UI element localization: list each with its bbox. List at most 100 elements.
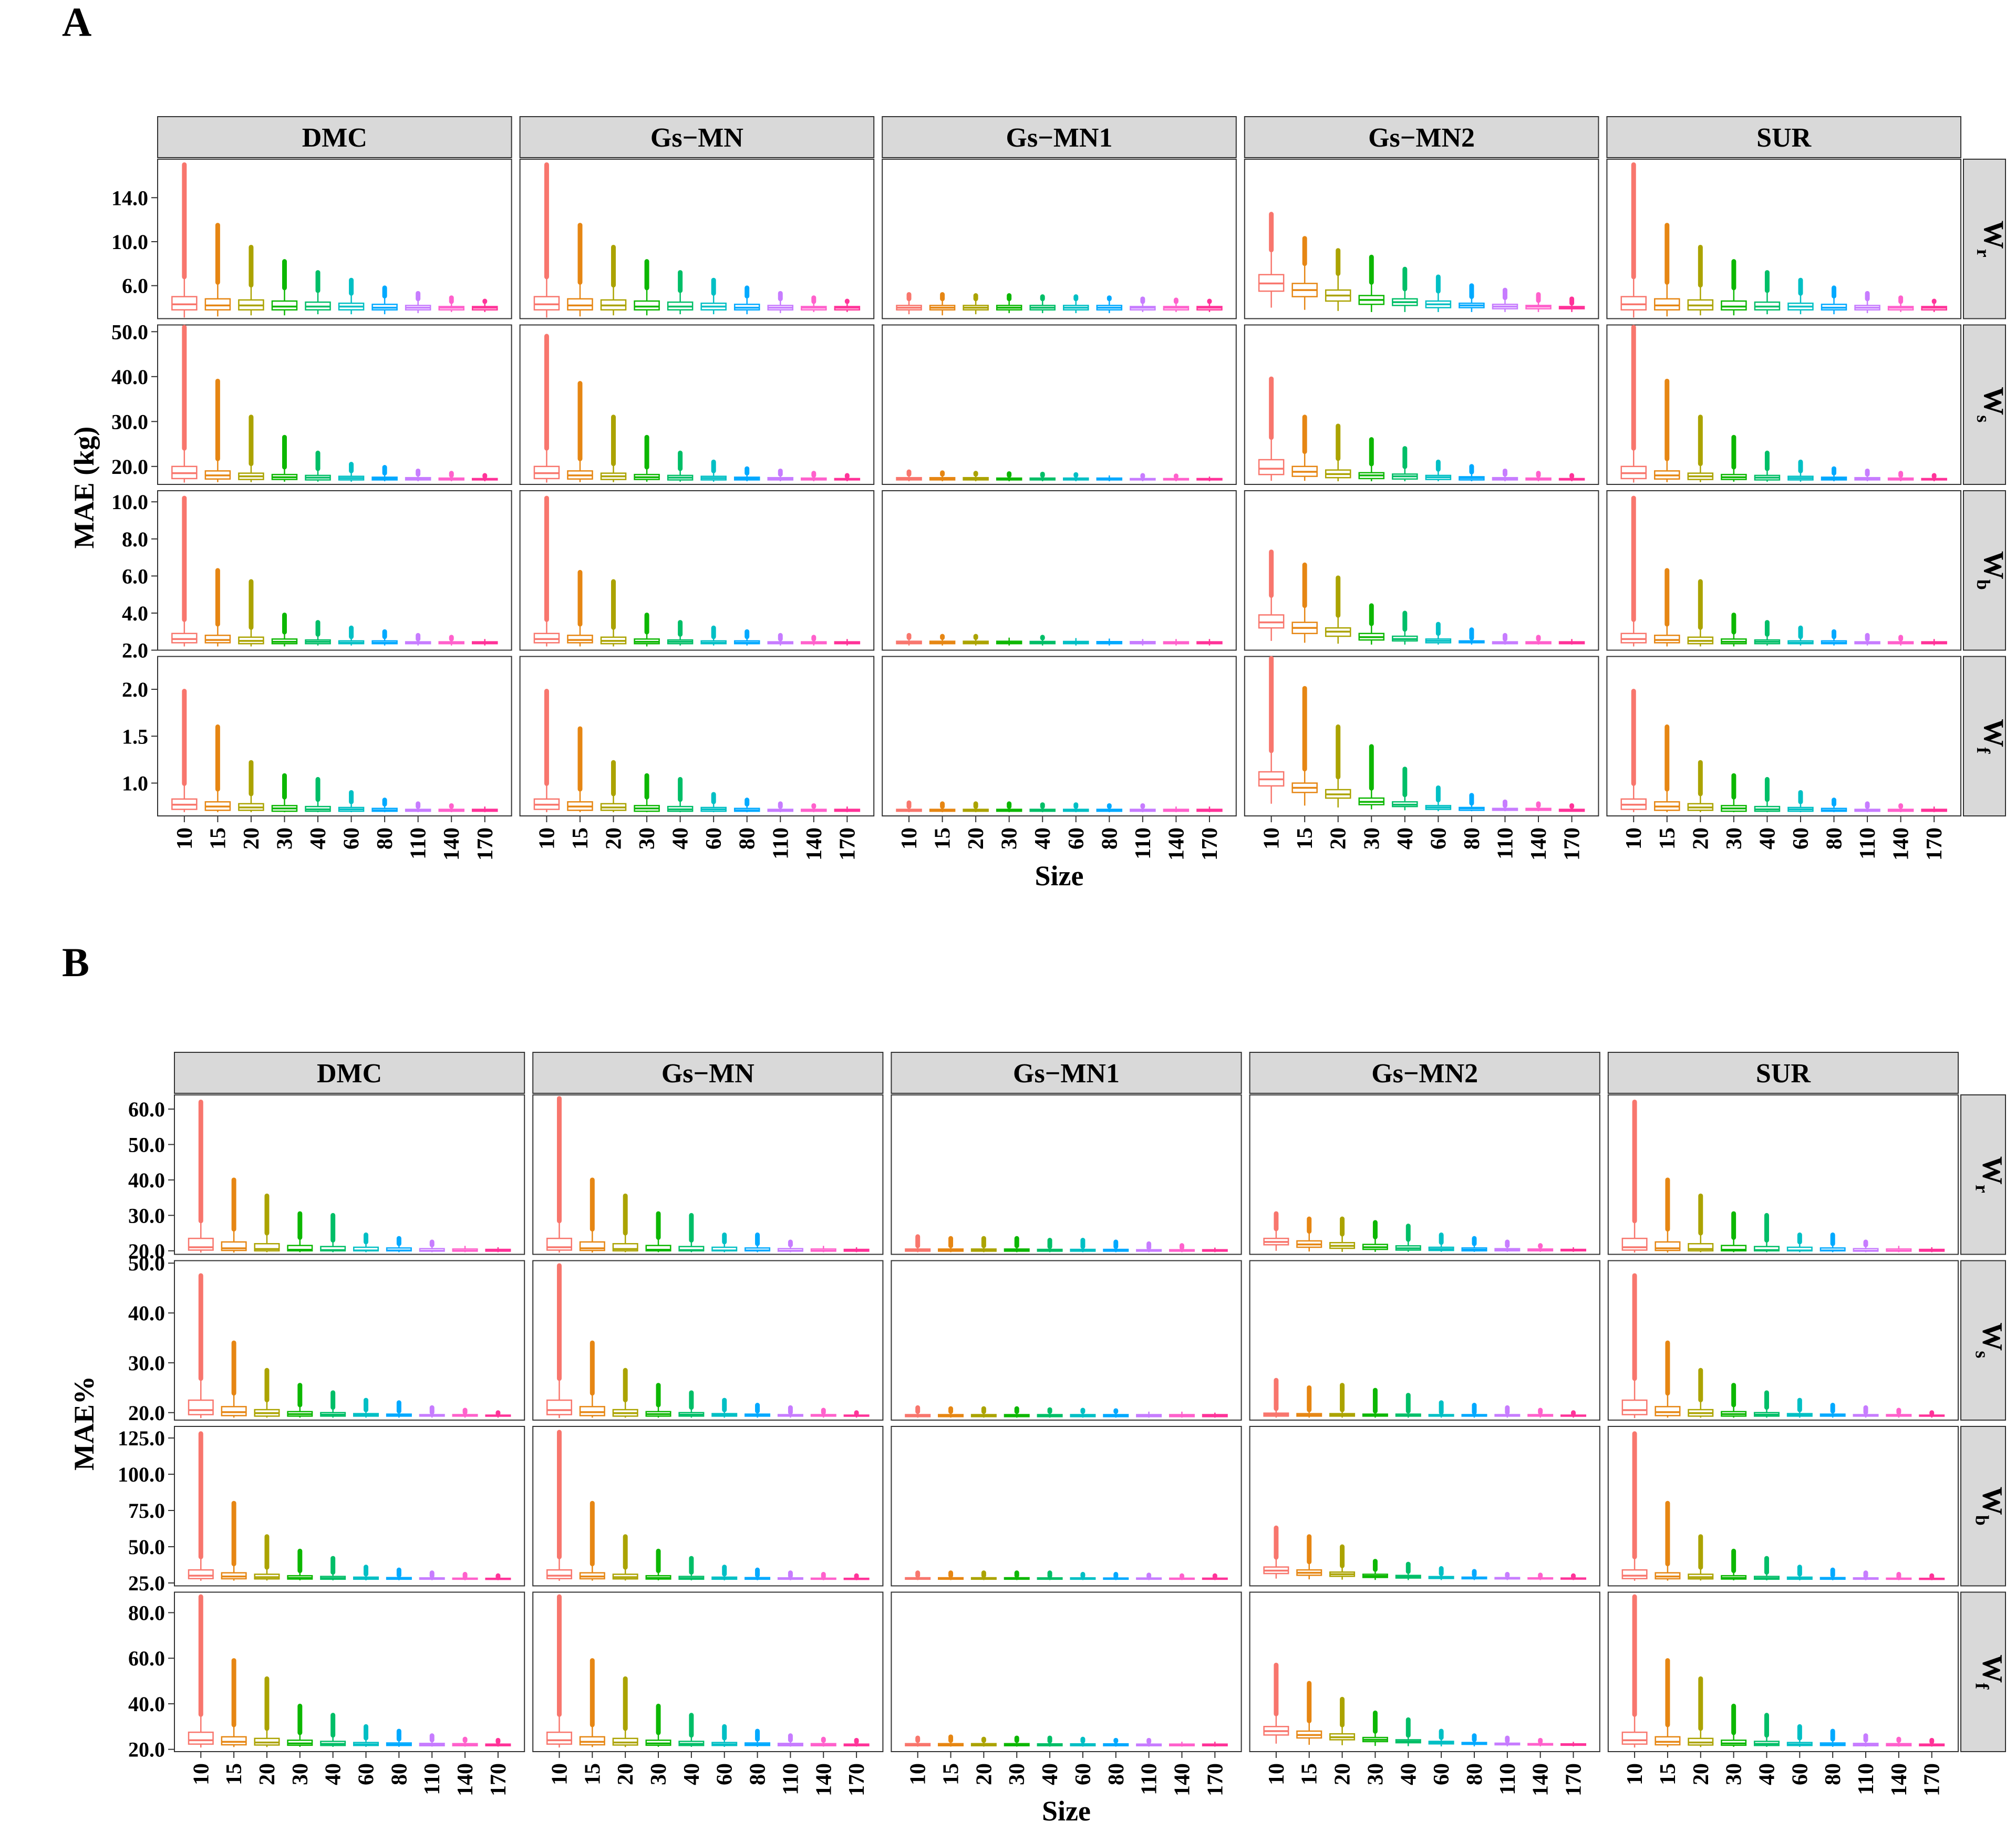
y-tick-label: 50.0 [128, 1535, 165, 1559]
facet-panel [519, 656, 875, 816]
x-tick-label: 110 [1856, 827, 1880, 860]
x-axis-title: Size [1035, 860, 1084, 892]
x-tick-label: 40 [306, 827, 330, 850]
facet-panel [174, 1260, 525, 1421]
y-tick-label: 6.0 [122, 274, 148, 298]
x-tick-label: 60 [355, 1763, 379, 1785]
box-iqr [533, 633, 560, 644]
x-tick-label: 110 [1493, 827, 1517, 860]
facet-label: Gs−MN2 [1371, 1059, 1478, 1089]
x-tick-label: 80 [746, 1763, 770, 1785]
y-tick-label: 40.0 [111, 365, 148, 389]
x-tick-label: 30 [1363, 1763, 1388, 1785]
x-tick-label: 20 [964, 827, 988, 850]
facet-strip-gs-mn2 [1249, 1052, 1600, 1094]
box-iqr [546, 1237, 572, 1251]
facet-panel [1249, 1426, 1600, 1587]
box-iqr [1258, 459, 1285, 475]
x-tick-label: 40 [1755, 827, 1780, 850]
box-iqr [1654, 635, 1680, 644]
x-tick-label: 140 [812, 1763, 836, 1796]
y-tick-label: 10.0 [111, 230, 148, 254]
panel-b-chart: MAE% Size DMC Gs−MN Gs−MN1 Gs−MN2 SUR Wr 20.0 30.… [68, 1052, 2009, 1827]
x-tick-label: 10 [547, 1763, 572, 1785]
box-iqr [546, 1731, 572, 1745]
row-strip-trait: W [1977, 1487, 2009, 1515]
y-tick-label: 6.0 [122, 564, 148, 588]
x-tick-label: 40 [1038, 1763, 1062, 1785]
x-tick-label: 80 [1463, 1763, 1487, 1785]
x-tick-label: 15 [1656, 1763, 1680, 1785]
box-iqr [188, 1399, 214, 1415]
x-tick-label: 110 [420, 1763, 444, 1795]
x-tick-label: 10 [1623, 1763, 1647, 1785]
facet-panel [519, 490, 875, 651]
facet-panel [882, 159, 1237, 319]
box-iqr [271, 300, 298, 311]
x-tick-label: 15 [1298, 1763, 1322, 1785]
x-tick-label: 170 [1920, 1763, 1945, 1796]
x-tick-label: 10 [535, 827, 559, 850]
x-tick-label: 170 [1560, 827, 1585, 861]
panel-label-a: A [62, 0, 91, 45]
x-tick-label: 15 [581, 1763, 605, 1785]
x-tick-label: 170 [1922, 827, 1947, 861]
x-tick-label: 80 [1821, 1763, 1845, 1785]
y-tick-label: 40.0 [128, 1301, 165, 1325]
facet-panel [519, 324, 875, 485]
row-strip-sub: b [1973, 579, 1994, 590]
x-tick-label: 140 [1164, 827, 1188, 861]
x-tick-label: 60 [1071, 1763, 1095, 1785]
x-tick-label: 10 [173, 827, 197, 850]
x-tick-label: 80 [1460, 827, 1484, 850]
row-strip-sub: s [1972, 1351, 1993, 1358]
x-tick-label: 20 [1689, 1763, 1713, 1785]
x-tick-label: 140 [1887, 1763, 1911, 1796]
box-iqr [188, 1569, 214, 1579]
box-iqr [287, 1245, 313, 1252]
box-iqr [204, 298, 231, 311]
y-tick-label: 60.0 [128, 1098, 165, 1121]
facet-panel [1607, 1094, 1959, 1255]
facet-strip-gs-mn1 [891, 1052, 1242, 1094]
x-tick-label: 140 [1170, 1763, 1194, 1796]
facet-panel [891, 1426, 1242, 1587]
box-iqr [221, 1406, 247, 1416]
facet-panel [157, 324, 512, 485]
x-tick-label: 40 [1031, 827, 1055, 850]
row-strip [1960, 1591, 2006, 1752]
facet-panel [532, 1591, 884, 1752]
x-tick-label: 20 [614, 1763, 638, 1785]
facet-panel [1606, 490, 1961, 651]
row-strip-sub: r [1972, 1185, 1993, 1193]
row-strip-trait: W [1978, 719, 2010, 747]
y-tick-label: 2.0 [122, 678, 148, 701]
x-tick-label: 30 [1005, 1763, 1029, 1785]
facet-panel [1606, 656, 1961, 816]
row-strip [1963, 324, 2006, 485]
box-iqr [1258, 614, 1285, 629]
row-strip-label: Wf [1972, 1654, 2009, 1690]
facet-panel [532, 1426, 884, 1587]
facet-panel [174, 1591, 525, 1752]
panel-a-chart: MAE (kg) Size DMC Gs−MN Gs−MN1 Gs−MN2 SUR Wr 6.0… [68, 116, 2010, 892]
x-tick-label: 10 [897, 827, 922, 850]
x-tick-label: 60 [1430, 1763, 1454, 1785]
box-iqr [546, 1399, 572, 1415]
x-tick-label: 60 [713, 1763, 737, 1785]
y-tick-label: 40.0 [128, 1692, 165, 1716]
x-tick-label: 30 [1360, 827, 1384, 850]
box-iqr [1721, 300, 1747, 311]
box-iqr [204, 635, 231, 644]
facet-panel [882, 324, 1237, 485]
box-iqr [188, 1237, 214, 1251]
facet-label: Gs−MN1 [1013, 1059, 1120, 1089]
y-tick-label: 50.0 [128, 1251, 165, 1275]
x-tick-label: 15 [931, 827, 955, 850]
facet-strip-gs-mn1 [882, 116, 1237, 158]
facet-strip-gs-mn [532, 1052, 884, 1094]
row-strip-trait: W [1978, 551, 2010, 579]
x-tick-label: 15 [1293, 827, 1317, 850]
x-tick-label: 60 [340, 827, 364, 850]
row-strip-trait: W [1977, 1654, 2009, 1683]
